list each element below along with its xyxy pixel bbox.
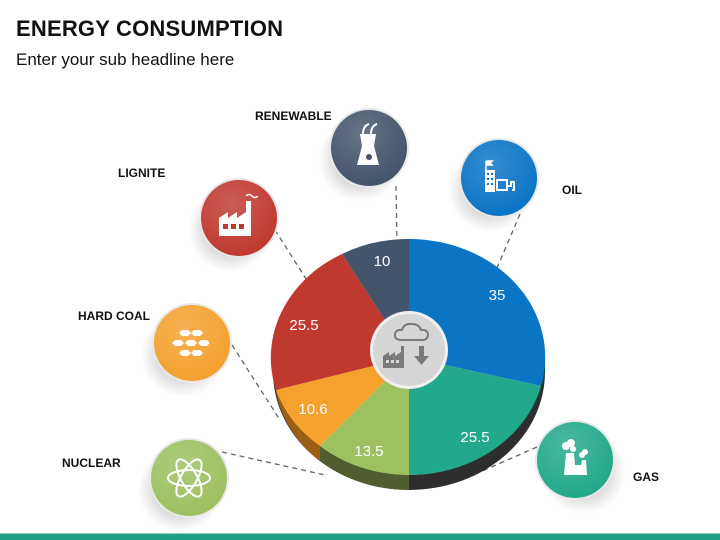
nuclear-callout [138,438,229,532]
label-oil: OIL [562,183,582,197]
oil-refinery-icon [485,160,515,192]
coal-pieces-icon [172,330,210,356]
value-hard-coal: 10.6 [298,401,327,418]
connector-lines [221,185,538,481]
page-subtitle: Enter your sub headline here [16,50,235,69]
factory-icon [219,193,259,236]
oil-callout [448,138,539,232]
renewable-callout [318,108,409,202]
lignite-callout [188,178,279,272]
label-gas: GAS [633,470,660,484]
bottom-accent-bar [0,533,720,540]
slice-nuclear [320,357,409,475]
value-oil: 35 [489,287,506,304]
slice-gas [409,357,541,476]
cooling-tower-icon [357,123,379,165]
value-nuclear: 13.5 [354,443,383,460]
value-gas: 25.5 [460,429,489,446]
atom-icon [167,458,211,498]
label-renewable: RENEWABLE [255,109,332,123]
label-lignite: LIGNITE [118,166,166,180]
factory-cloud-icon [370,311,448,389]
page-title: ENERGY CONSUMPTION [16,16,284,41]
value-lignite: 25.5 [289,317,318,334]
label-nuclear: NUCLEAR [62,456,121,470]
value-renewable: 10 [374,253,391,270]
slice-hard-coal [276,357,409,446]
gas-plant-icon [562,439,588,475]
gas-callout [535,420,626,514]
label-hard-coal: HARD COAL [78,309,150,323]
hard-coal-callout [141,303,232,397]
